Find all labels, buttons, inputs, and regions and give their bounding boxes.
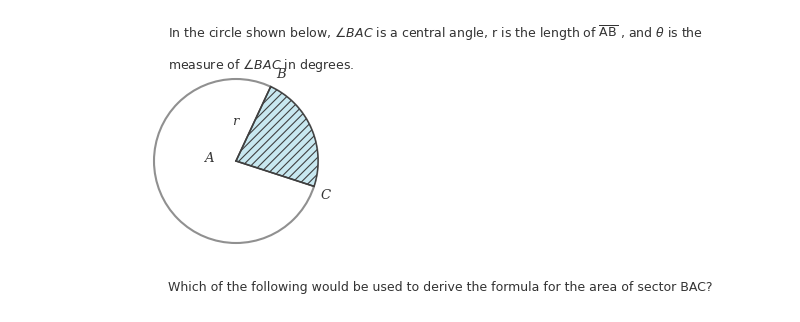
Text: Which of the following would be used to derive the formula for the area of secto: Which of the following would be used to … — [168, 281, 713, 294]
Text: r: r — [232, 115, 238, 128]
Text: In the circle shown below, $\it{\angle BAC}$ is a central angle, r is the length: In the circle shown below, $\it{\angle B… — [168, 24, 703, 43]
Polygon shape — [236, 87, 318, 186]
Text: C: C — [320, 189, 330, 202]
Text: B: B — [277, 68, 286, 81]
Text: measure of $\it{\angle BAC}$ in degrees.: measure of $\it{\angle BAC}$ in degrees. — [168, 57, 354, 74]
Text: A: A — [204, 151, 214, 165]
